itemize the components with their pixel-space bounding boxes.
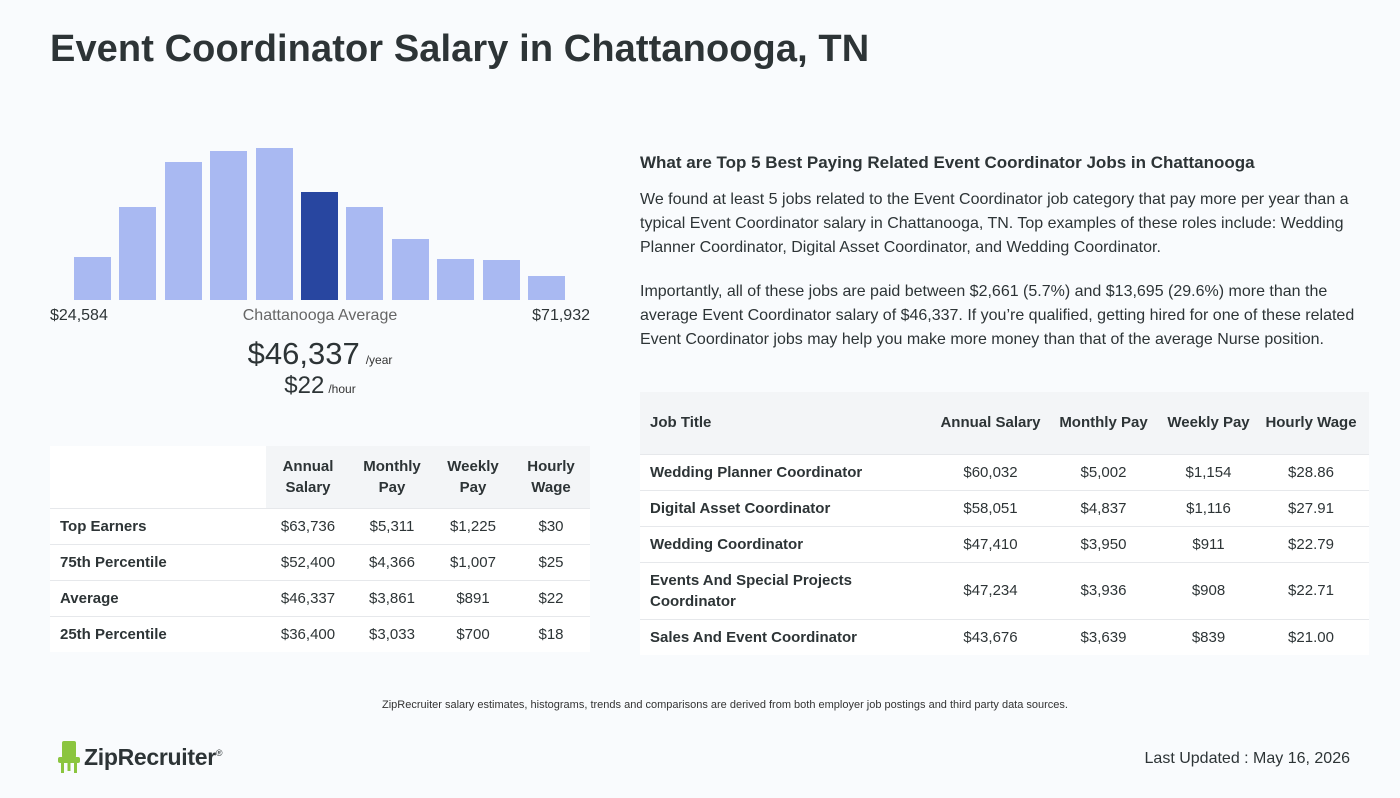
monthly-pay-cell: $5,002 <box>1043 453 1164 490</box>
chair-icon <box>58 741 80 773</box>
hourly-wage-cell: $22.79 <box>1253 525 1369 562</box>
weekly-pay-cell: $1,007 <box>434 543 512 580</box>
salary-histogram <box>50 120 590 300</box>
weekly-pay-cell: $700 <box>434 615 512 652</box>
annual-salary-cell: $58,051 <box>938 489 1043 526</box>
table-header-row: Job Title Annual Salary Monthly Pay Week… <box>640 392 1369 454</box>
annual-salary-unit: /year <box>365 353 393 367</box>
row-label: Top Earners <box>50 507 266 544</box>
monthly-pay-cell: $3,639 <box>1043 618 1164 655</box>
histogram-bar <box>210 151 248 300</box>
row-label: 25th Percentile <box>50 615 266 652</box>
table-row: Digital Asset Coordinator $58,051 $4,837 $1… <box>640 489 1369 526</box>
hourly-salary-unit: /hour <box>328 382 356 396</box>
annual-salary-cell: $47,234 <box>938 561 1043 619</box>
monthly-pay-cell: $3,950 <box>1043 525 1164 562</box>
table-row: Top Earners $63,736 $5,311 $1,225 $30 <box>50 507 590 544</box>
table-row: 75th Percentile $52,400 $4,366 $1,007 $25 <box>50 543 590 580</box>
weekly-pay-cell: $911 <box>1164 525 1253 562</box>
row-label: Average <box>50 579 266 616</box>
related-jobs-table: Job Title Annual Salary Monthly Pay Week… <box>640 392 1369 655</box>
monthly-pay-cell: $3,033 <box>350 615 434 652</box>
table-header: Hourly Wage <box>1253 392 1369 454</box>
table-header: Monthly Pay <box>350 446 434 508</box>
table-header: Monthly Pay <box>1043 392 1164 454</box>
histogram-bar <box>346 207 384 300</box>
job-title-cell: Wedding Coordinator <box>640 525 938 562</box>
ziprecruiter-logo[interactable]: ZipRecruiter ® <box>58 740 223 774</box>
histogram-bar <box>164 162 202 300</box>
row-label: 75th Percentile <box>50 543 266 580</box>
table-header: Annual Salary <box>938 392 1043 454</box>
job-title-cell: Events And Special Projects Coordinator <box>640 561 938 619</box>
monthly-pay-cell: $3,861 <box>350 579 434 616</box>
job-title-cell: Wedding Planner Coordinator <box>640 453 938 490</box>
monthly-pay-cell: $3,936 <box>1043 561 1164 619</box>
annual-salary-amount: $46,337 <box>247 336 360 371</box>
annual-salary-cell: $43,676 <box>938 618 1043 655</box>
job-title-cell: Sales And Event Coordinator <box>640 618 938 655</box>
histogram-bar-average <box>301 192 338 300</box>
annual-salary-cell: $46,337 <box>266 579 350 616</box>
table-header-row: Annual Salary Monthly Pay Weekly Pay Hou… <box>50 446 590 508</box>
hourly-salary: $22/hour <box>50 372 590 400</box>
hourly-wage-cell: $21.00 <box>1253 618 1369 655</box>
hourly-wage-cell: $25 <box>512 543 590 580</box>
table-row: Sales And Event Coordinator $43,676 $3,639… <box>640 618 1369 655</box>
hourly-wage-cell: $28.86 <box>1253 453 1369 490</box>
weekly-pay-cell: $839 <box>1164 618 1253 655</box>
hourly-wage-cell: $22.71 <box>1253 561 1369 619</box>
table-row: Average $46,337 $3,861 $891 $22 <box>50 579 590 616</box>
histogram-max-label: $71,932 <box>532 307 590 324</box>
monthly-pay-cell: $5,311 <box>350 507 434 544</box>
histogram-bar <box>255 148 293 300</box>
annual-salary-cell: $47,410 <box>938 525 1043 562</box>
hourly-salary-amount: $22 <box>284 372 325 399</box>
last-updated: Last Updated : May 16, 2026 <box>1144 750 1350 767</box>
annual-salary-cell: $63,736 <box>266 507 350 544</box>
histogram-min-label: $24,584 <box>50 307 108 324</box>
related-jobs-heading: What are Top 5 Best Paying Related Event… <box>640 153 1255 172</box>
table-header: Weekly Pay <box>434 446 512 508</box>
table-header: Hourly Wage <box>512 446 590 508</box>
histogram-bar <box>119 207 157 300</box>
table-header: Job Title <box>640 392 938 454</box>
table-row: Events And Special Projects Coordinator $… <box>640 561 1369 619</box>
annual-salary-cell: $52,400 <box>266 543 350 580</box>
page-title: Event Coordinator Salary in Chattanooga,… <box>50 28 870 70</box>
hourly-wage-cell: $30 <box>512 507 590 544</box>
table-header-blank <box>50 446 266 508</box>
histogram-bar <box>74 257 111 300</box>
related-jobs-paragraph: We found at least 5 jobs related to the … <box>640 191 1349 256</box>
weekly-pay-cell: $908 <box>1164 561 1253 619</box>
monthly-pay-cell: $4,837 <box>1043 489 1164 526</box>
annual-salary-cell: $60,032 <box>938 453 1043 490</box>
histogram-bar <box>437 259 475 300</box>
hourly-wage-cell: $27.91 <box>1253 489 1369 526</box>
histogram-bar <box>482 260 520 300</box>
related-jobs-paragraph: Importantly, all of these jobs are paid … <box>640 283 1355 348</box>
histogram-bar <box>528 276 565 300</box>
percentile-table: Annual Salary Monthly Pay Weekly Pay Hou… <box>50 446 590 652</box>
table-row: Wedding Planner Coordinator $60,032 $5,002… <box>640 453 1369 490</box>
weekly-pay-cell: $1,116 <box>1164 489 1253 526</box>
monthly-pay-cell: $4,366 <box>350 543 434 580</box>
table-header: Annual Salary <box>266 446 350 508</box>
weekly-pay-cell: $1,154 <box>1164 453 1253 490</box>
data-source-disclaimer: ZipRecruiter salary estimates, histogram… <box>382 699 1068 711</box>
annual-salary: $46,337/year <box>50 336 590 372</box>
weekly-pay-cell: $891 <box>434 579 512 616</box>
table-row: Wedding Coordinator $47,410 $3,950 $911 $22.… <box>640 525 1369 562</box>
histogram-bar <box>391 239 429 300</box>
weekly-pay-cell: $1,225 <box>434 507 512 544</box>
table-row: 25th Percentile $36,400 $3,033 $700 $18 <box>50 615 590 652</box>
histogram-average-label: Chattanooga Average <box>242 307 398 324</box>
registered-mark: ® <box>215 748 223 758</box>
logo-text: ZipRecruiter <box>84 743 216 770</box>
annual-salary-cell: $36,400 <box>266 615 350 652</box>
table-header: Weekly Pay <box>1164 392 1253 454</box>
hourly-wage-cell: $18 <box>512 615 590 652</box>
job-title-cell: Digital Asset Coordinator <box>640 489 938 526</box>
hourly-wage-cell: $22 <box>512 579 590 616</box>
